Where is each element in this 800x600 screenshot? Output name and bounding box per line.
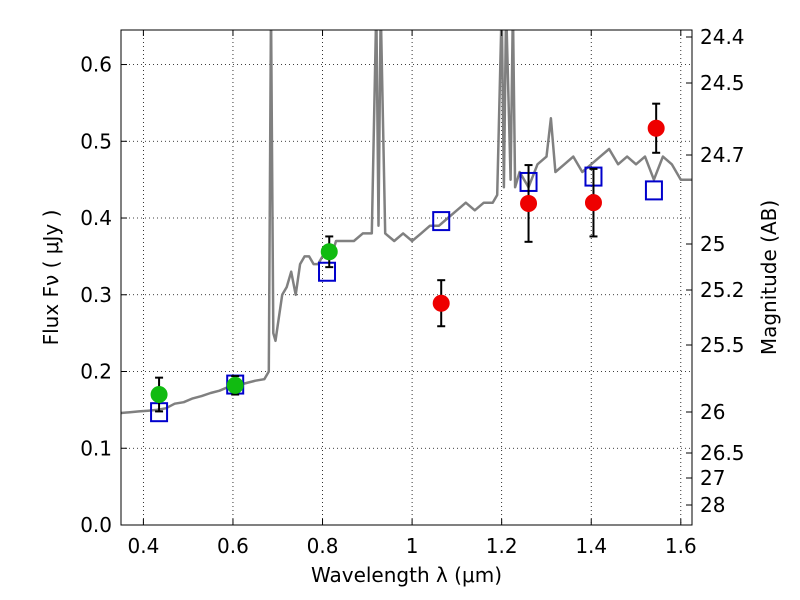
mag-tick-label: 25.5 bbox=[700, 333, 745, 357]
x-tick-label: 0.8 bbox=[307, 534, 339, 558]
mag-tick-label: 24.7 bbox=[700, 143, 745, 167]
y-tick-label: 0.3 bbox=[80, 283, 112, 307]
x-tick-label: 1.4 bbox=[575, 534, 607, 558]
x-tick-label: 1.6 bbox=[665, 534, 697, 558]
observed-flux-point bbox=[226, 376, 244, 394]
y-tick-label: 0.4 bbox=[80, 206, 112, 230]
y2-axis-label: Magnitude (AB) bbox=[757, 200, 781, 355]
model-photometry-square bbox=[644, 180, 663, 201]
model-photometry-square bbox=[432, 211, 451, 232]
grid-lines bbox=[121, 30, 692, 526]
mag-tick-label: 25.2 bbox=[700, 278, 745, 302]
mag-tick-label: 26.5 bbox=[700, 441, 745, 465]
observed-flux-point bbox=[584, 194, 602, 212]
observed-flux-point bbox=[520, 194, 538, 212]
plot-frame bbox=[120, 29, 693, 526]
observed-flux-point bbox=[432, 294, 450, 312]
y-tick-label: 0.2 bbox=[80, 360, 112, 384]
observed-flux-point bbox=[320, 243, 338, 261]
y-axis-label: Flux Fν ( μJy ) bbox=[39, 210, 63, 346]
mag-tick-label: 27 bbox=[700, 466, 725, 490]
mag-tick-label: 26 bbox=[700, 400, 725, 424]
y-tick-label: 0.0 bbox=[80, 513, 112, 537]
mag-tick-label: 24.4 bbox=[700, 25, 745, 49]
tick-layer: 0.4 0.6 0.8 1 1.2 1.4 1.6 0.0 0.1 0.2 0.3 0.4 0.5 0.6… bbox=[80, 25, 744, 558]
spectrum-layer bbox=[121, 30, 692, 415]
x-tick-label: 0.4 bbox=[127, 534, 159, 558]
x-axis-label: Wavelength λ (μm) bbox=[311, 563, 502, 587]
mag-tick-label: 24.5 bbox=[700, 71, 745, 95]
mag-tick-label: 25 bbox=[700, 232, 725, 256]
observed-flux-point bbox=[647, 119, 665, 137]
y-tick-label: 0.1 bbox=[80, 436, 112, 460]
observed-flux-point bbox=[150, 386, 168, 404]
marker-layer bbox=[150, 102, 665, 423]
x-tick-label: 0.6 bbox=[217, 534, 249, 558]
x-tick-label: 1 bbox=[406, 534, 419, 558]
y-tick-label: 0.5 bbox=[80, 129, 112, 153]
mag-tick-label: 28 bbox=[700, 493, 725, 517]
x-tick-label: 1.2 bbox=[486, 534, 518, 558]
y-tick-label: 0.6 bbox=[80, 53, 112, 77]
spectrum-line bbox=[121, 30, 692, 415]
model-photometry-square bbox=[318, 261, 337, 282]
